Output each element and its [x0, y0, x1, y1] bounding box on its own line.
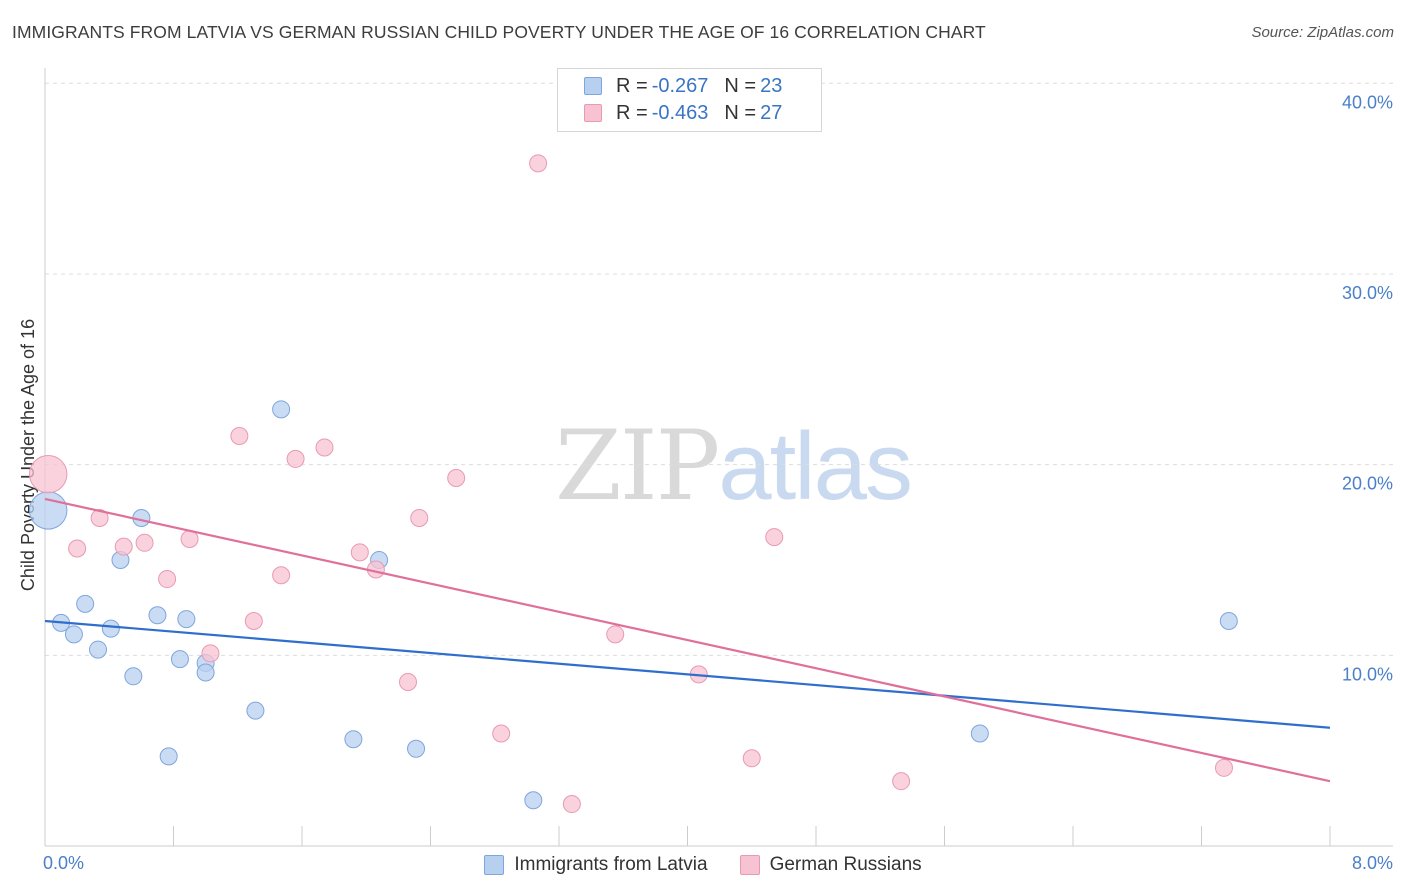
- blue-data-point: [159, 747, 178, 766]
- blue-data-point: [101, 619, 120, 638]
- y-tick-label: 40.0%: [1342, 92, 1393, 112]
- blue-data-point: [407, 739, 426, 758]
- pink-data-point: [742, 749, 761, 768]
- y-tick-label: 30.0%: [1342, 283, 1393, 303]
- pink-data-point: [399, 673, 418, 692]
- blue-data-point: [29, 491, 68, 530]
- blue-data-point: [196, 663, 215, 682]
- legend-r-label: R =: [616, 101, 648, 124]
- pink-data-point: [68, 539, 87, 558]
- watermark: ZIPatlas: [555, 410, 913, 522]
- blue-data-point: [970, 724, 989, 743]
- legend-n-label: N =: [724, 74, 757, 97]
- pink-data-point: [492, 724, 511, 743]
- pink-data-point: [135, 533, 154, 552]
- pink-data-point: [562, 795, 581, 814]
- pink-swatch-icon: [584, 104, 602, 122]
- pink-data-point: [350, 543, 369, 562]
- chart-title: IMMIGRANTS FROM LATVIA VS GERMAN RUSSIAN…: [12, 22, 986, 42]
- legend-n-value: 23: [760, 74, 783, 97]
- pink-swatch-icon: [739, 855, 760, 875]
- blue-data-point: [170, 650, 189, 669]
- pink-data-point: [606, 625, 625, 644]
- blue-swatch-icon: [484, 855, 505, 875]
- blue-data-point: [177, 610, 196, 629]
- y-axis-label: Child Poverty Under the Age of 16: [18, 319, 38, 591]
- pink-data-point: [765, 528, 784, 547]
- pink-data-point: [892, 772, 911, 791]
- pink-data-point: [244, 611, 263, 630]
- blue-data-point: [124, 667, 143, 686]
- y-tick-label: 20.0%: [1342, 474, 1393, 494]
- blue-swatch-icon: [584, 77, 602, 95]
- pink-data-point: [114, 537, 133, 556]
- pink-data-point: [201, 644, 220, 663]
- pink-trend-line: [44, 497, 1331, 783]
- blue-data-point: [76, 594, 95, 613]
- legend-n-value: 27: [760, 101, 783, 124]
- pink-data-point: [286, 449, 305, 468]
- blue-data-point: [272, 400, 291, 419]
- pink-data-point: [29, 454, 68, 494]
- blue-data-point: [89, 640, 108, 659]
- series-legend: Immigrants from Latvia German Russians: [0, 852, 1406, 878]
- pink-data-point: [315, 438, 334, 457]
- y-tick-label: 10.0%: [1342, 664, 1393, 684]
- legend-item-german-russians: German Russians: [739, 854, 922, 876]
- blue-data-point: [1219, 611, 1238, 630]
- legend-label-german-russians: German Russians: [769, 854, 922, 875]
- pink-data-point: [230, 427, 249, 446]
- legend-r-value: -0.267: [651, 74, 709, 97]
- pink-data-point: [410, 509, 429, 528]
- source-credit: Source: ZipAtlas.com: [1251, 24, 1394, 41]
- legend-label-latvia: Immigrants from Latvia: [514, 854, 708, 875]
- pink-data-point: [1214, 758, 1233, 777]
- pink-data-point: [529, 154, 548, 173]
- legend-r-value: -0.463: [651, 101, 709, 124]
- legend-r-label: R =: [616, 74, 648, 97]
- blue-data-point: [148, 606, 167, 625]
- pink-data-point: [272, 566, 291, 585]
- pink-data-point: [447, 468, 466, 487]
- watermark-atlas: atlas: [718, 413, 913, 520]
- blue-data-point: [246, 701, 265, 720]
- watermark-zip: ZIP: [555, 410, 720, 522]
- legend-item-latvia: Immigrants from Latvia: [484, 854, 708, 876]
- blue-data-point: [64, 625, 83, 644]
- legend-n-label: N =: [724, 101, 757, 124]
- blue-data-point: [524, 791, 543, 810]
- legend-row-latvia: R = -0.267 N = 23: [558, 73, 782, 99]
- correlation-legend: R = -0.267 N = 23 R = -0.463 N = 27: [557, 68, 822, 132]
- x-tick-label: 8.0%: [1352, 853, 1393, 873]
- blue-data-point: [344, 730, 363, 749]
- blue-trend-line: [44, 619, 1331, 729]
- pink-data-point: [90, 509, 109, 528]
- x-tick-label: 0.0%: [43, 853, 84, 873]
- legend-row-german-russian: R = -0.463 N = 27: [558, 100, 782, 126]
- pink-data-point: [158, 570, 177, 589]
